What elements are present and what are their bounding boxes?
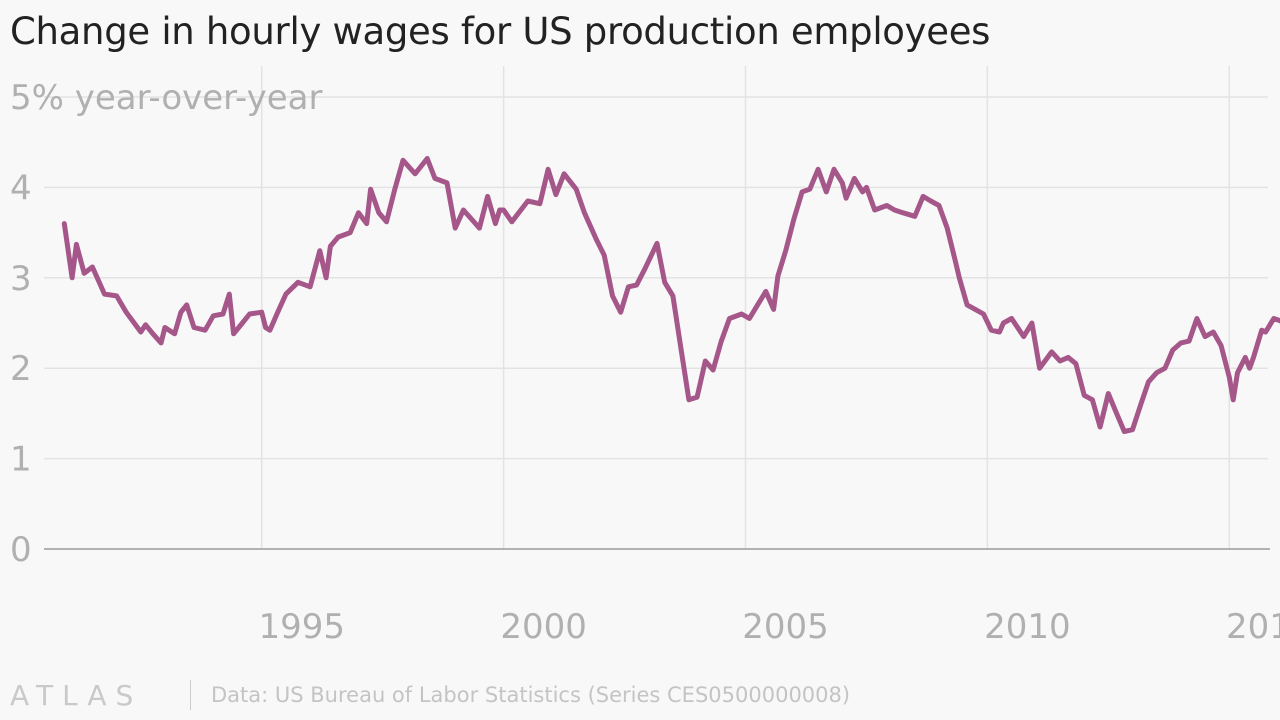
y-tick-label-2: 2 — [10, 349, 32, 389]
x-axis-tick-labels: 1995 2000 2005 2010 2015 — [258, 607, 1280, 647]
series-line-0 — [61, 156, 1280, 434]
y-tick-label-3: 3 — [10, 259, 32, 299]
footer-divider — [190, 680, 191, 710]
y-axis-tick-labels: 0 1 2 3 4 5% year-over-year — [10, 78, 323, 570]
x-tick-label-1995: 1995 — [258, 607, 345, 647]
y-tick-label-0: 0 — [10, 530, 32, 570]
chart-title: Change in hourly wages for US production… — [10, 10, 991, 53]
x-tick-label-2000: 2000 — [500, 607, 587, 647]
x-tick-label-2015: 2015 — [1226, 607, 1280, 647]
x-tick-label-2010: 2010 — [984, 607, 1071, 647]
y-tick-label-5: 5% year-over-year — [10, 78, 323, 118]
atlas-logo: ATLAS — [10, 679, 143, 712]
horizontal-gridlines — [44, 96, 1268, 460]
vertical-gridlines — [260, 66, 1231, 549]
data-source-note: Data: US Bureau of Labor Statistics (Ser… — [211, 683, 851, 707]
footer: ATLAS Data: US Bureau of Labor Statistic… — [0, 672, 1280, 720]
line-chart: 0 1 2 3 4 5% year-over-year 1995 2000 2005 2010 2… — [10, 66, 1280, 647]
series-group — [61, 156, 1280, 434]
x-tick-label-2005: 2005 — [742, 607, 829, 647]
y-tick-label-4: 4 — [10, 168, 32, 208]
y-tick-label-1: 1 — [10, 440, 32, 480]
